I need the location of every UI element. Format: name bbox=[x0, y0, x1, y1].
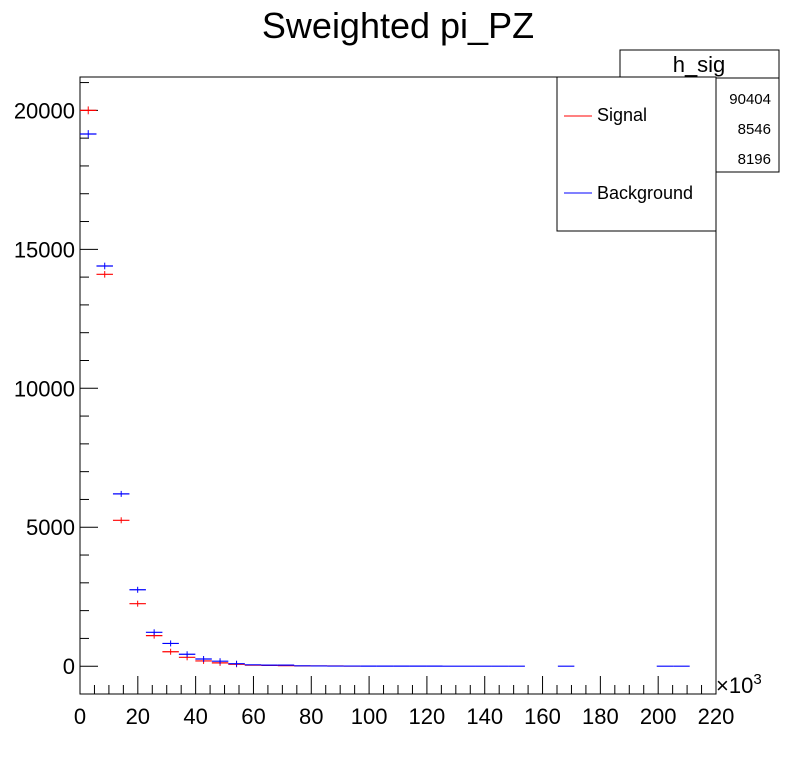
legend-label-background: Background bbox=[597, 183, 693, 203]
x-tick-label: 100 bbox=[351, 704, 388, 729]
legend: Signal Background bbox=[556, 76, 717, 232]
data-marks bbox=[80, 106, 690, 668]
x-tick-label: 180 bbox=[582, 704, 619, 729]
x-tick-label: 140 bbox=[466, 704, 503, 729]
stats-value-mean: 8546 bbox=[738, 121, 771, 138]
y-tick-label: 20000 bbox=[14, 98, 75, 123]
axes: 0 20 40 60 80 100 120 140 160 180 200 220 0 5000 10000… bbox=[14, 82, 735, 729]
y-tick-label: 10000 bbox=[14, 376, 75, 401]
y-tick-label: 5000 bbox=[26, 515, 75, 540]
y-tick-label: 0 bbox=[63, 654, 75, 679]
x-tick-label: 80 bbox=[299, 704, 323, 729]
x-tick-label: 20 bbox=[126, 704, 150, 729]
stats-value-entries: 90404 bbox=[729, 91, 771, 108]
x-tick-label: 0 bbox=[74, 704, 86, 729]
x-tick-label: 200 bbox=[640, 704, 677, 729]
x-axis-multiplier: ×103 bbox=[716, 671, 762, 698]
x-tick-label: 160 bbox=[524, 704, 561, 729]
chart-title: Sweighted pi_PZ bbox=[262, 5, 534, 46]
legend-frame bbox=[556, 76, 717, 232]
x-tick-label: 220 bbox=[698, 704, 735, 729]
y-tick-label: 15000 bbox=[14, 237, 75, 262]
x-tick-label: 120 bbox=[409, 704, 446, 729]
x-tick-label: 40 bbox=[183, 704, 207, 729]
legend-label-signal: Signal bbox=[597, 105, 647, 125]
x-tick-label: 60 bbox=[241, 704, 265, 729]
stats-box-title: h_sig bbox=[673, 52, 726, 77]
stats-value-stddev: 8196 bbox=[738, 151, 771, 168]
